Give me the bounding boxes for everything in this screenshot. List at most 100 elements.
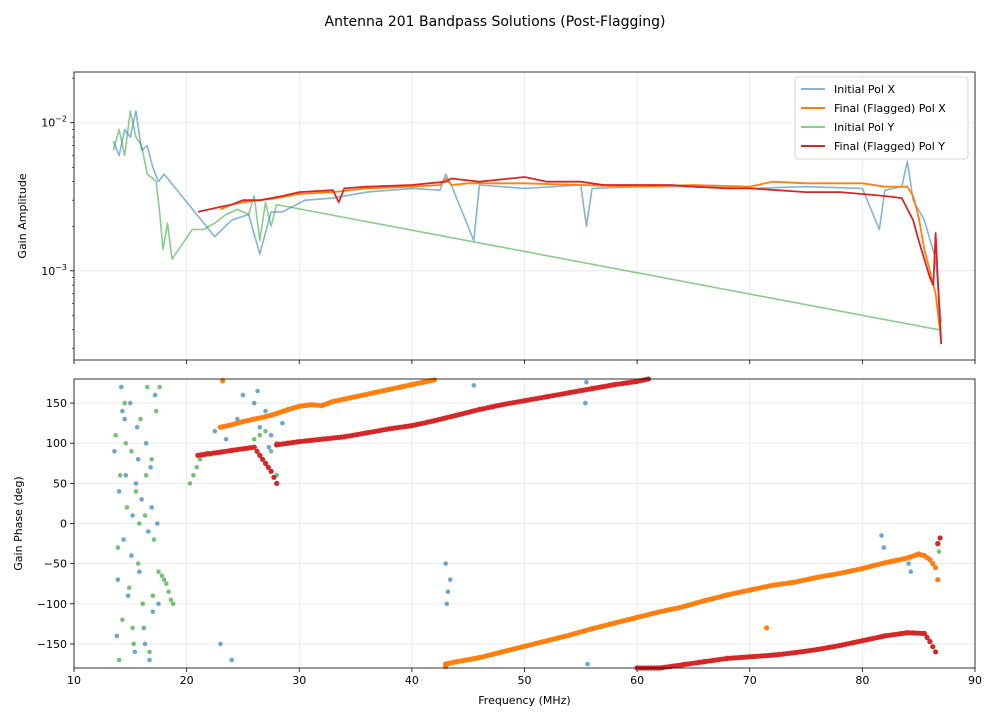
phase-point [262,460,269,466]
phase-point [131,641,136,647]
phase-point [112,449,117,454]
phase-point [133,481,139,486]
phase-point [471,383,477,388]
x-tick-label: 50 [518,674,532,687]
phase-point [908,569,914,574]
phase-point [197,457,203,462]
phase-point [263,428,268,434]
phase-point [375,389,381,395]
y-tick-label: −150 [37,638,67,651]
phase-point [229,447,235,453]
phase-point [612,620,618,626]
phase-point [386,426,392,432]
phase-point [140,601,145,607]
phase-point [166,589,171,594]
phase-point [814,646,820,653]
top-series [112,110,943,345]
phase-point [156,569,161,574]
phase-point [764,625,770,631]
phase-point [881,545,887,550]
bottom-axes-frame [73,378,976,669]
top-y-tick-label: 10−2 [41,115,67,130]
x-axis-label: Frequency (MHz) [478,694,570,707]
y-tick-label: 100 [46,437,67,450]
phase-point [265,464,271,470]
phase-point [679,604,685,610]
phase-point [122,416,127,422]
phase-point [156,601,161,607]
x-tick-label: 30 [292,674,306,687]
phase-point [268,468,274,474]
legend: Initial Pol X Final (Flagged) Pol X Initia… [794,76,969,160]
phase-point [921,553,927,559]
phase-point [724,592,730,598]
x-tick-label: 40 [405,674,419,687]
phase-point [307,402,314,408]
phase-point [271,474,277,480]
phase-point [257,424,263,430]
phase-point [583,400,588,406]
phase-point [191,473,196,478]
phase-panel: 10 20 30 40 50 60 70 80 90 150 100 50 0 −50 −100 −150 Ga… [12,376,982,707]
amplitude-line-final-flagged-pol-y [197,176,943,345]
top-axes-frame [73,71,976,361]
phase-point [138,416,143,422]
phase-point [130,625,135,631]
tick-base: 10 [41,117,55,130]
phase-point [148,465,153,470]
legend-label: Final (Flagged) Pol X [834,102,946,115]
phase-point [937,535,943,541]
legend-box [794,76,969,160]
top-y-tick-label: 10−3 [41,263,67,278]
phase-point [916,551,922,557]
phase-point [657,609,663,615]
phase-point [747,654,753,660]
phase-point [240,418,246,425]
phase-point [679,662,685,668]
phase-point [353,394,359,400]
phase-point [235,416,240,422]
phase-point [837,642,843,649]
phase-point [936,549,942,554]
phase-point [499,649,505,655]
phase-point [120,408,125,414]
y-tick-label: −100 [37,598,67,611]
phase-point [251,400,257,406]
phase-point [476,655,482,661]
bottom-grid [73,379,976,668]
phase-point [149,505,154,510]
phase-point [927,557,933,563]
phase-point [584,379,589,385]
phase-point [364,430,370,436]
phase-point [115,545,121,550]
phase-point [147,649,152,655]
phase-point [116,657,122,663]
phase-point [585,661,590,667]
phase-point [217,449,223,455]
phase-point [115,577,121,582]
phase-point [255,388,260,394]
phase-point [285,440,291,446]
phase-point [904,630,911,636]
y-tick-label: −50 [44,558,67,571]
phase-point [147,657,152,663]
phase-point [133,489,139,494]
y-tick-label: 0 [60,518,67,531]
phase-point [476,406,482,413]
phase-point [724,655,730,662]
phase-point [445,589,451,594]
phase-point [142,641,148,647]
phase-point [814,574,820,580]
phase-point [150,609,156,615]
phase-point [128,400,133,406]
y-tick-label: 50 [53,477,67,490]
phase-point [229,657,234,663]
phase-point [123,473,129,478]
phase-point [262,414,269,420]
phase-point [125,593,131,599]
phase-point [251,444,257,450]
x-tick-label: 80 [855,674,869,687]
phase-point [443,661,449,667]
phase-point [120,617,125,623]
phase-point [218,641,223,647]
